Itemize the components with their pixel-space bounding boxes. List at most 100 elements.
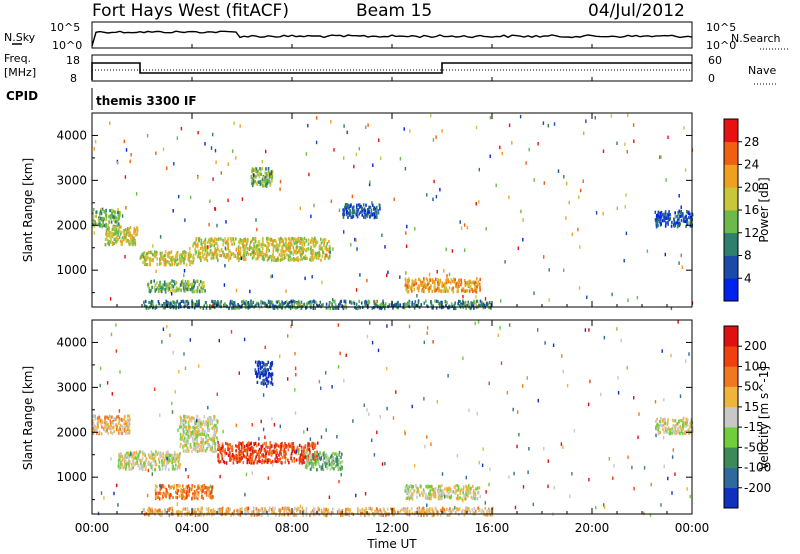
heatmap-cell — [472, 493, 475, 497]
heatmap-cell — [233, 254, 236, 258]
heatmap-cell — [285, 245, 287, 249]
heatmap-cell — [487, 302, 490, 306]
heatmap-cell — [442, 283, 444, 287]
heatmap-cell — [171, 453, 173, 457]
heatmap-cell — [322, 462, 325, 466]
heatmap-cell — [262, 175, 265, 180]
heatmap-cell — [273, 446, 276, 450]
heatmap-cell — [155, 151, 157, 155]
heatmap-cell — [311, 249, 314, 253]
heatmap-cell — [180, 288, 182, 292]
heatmap-cell — [204, 256, 207, 260]
heatmap-cell — [282, 253, 285, 257]
heatmap-cell — [142, 464, 144, 468]
heatmap-cell — [387, 270, 389, 275]
heatmap-cell — [274, 457, 276, 461]
heatmap-cell — [186, 429, 189, 433]
heatmap-cell — [150, 300, 153, 304]
heatmap-cell — [179, 463, 181, 467]
heatmap-cell — [330, 458, 333, 462]
heatmap-cell — [119, 232, 122, 236]
heatmap-cell — [237, 456, 240, 460]
heatmap-cell — [445, 280, 448, 285]
heatmap-cell — [222, 253, 225, 257]
heatmap-cell — [121, 236, 124, 240]
heatmap-cell — [158, 508, 161, 512]
heatmap-cell — [308, 301, 310, 305]
heatmap-cell — [379, 303, 382, 307]
heatmap-cell — [213, 426, 215, 430]
heatmap-cell — [159, 259, 161, 263]
heatmap-cell — [256, 444, 258, 448]
heatmap-cell — [204, 486, 207, 490]
heatmap-cell — [197, 175, 199, 180]
heatmap-cell — [346, 130, 348, 135]
heatmap-cell — [215, 250, 217, 254]
heatmap-cell — [221, 445, 224, 449]
heatmap-cell — [134, 229, 137, 233]
heatmap-cell — [155, 269, 157, 274]
heatmap-cell — [627, 113, 629, 118]
heatmap-cell — [298, 507, 300, 511]
heatmap-cell — [363, 210, 366, 215]
heatmap-cell — [173, 459, 175, 463]
heatmap-cell — [300, 254, 303, 258]
heatmap-cell — [292, 239, 295, 243]
heatmap-cell — [239, 246, 242, 250]
heatmap-cell — [205, 493, 208, 497]
heatmap-cell — [125, 228, 127, 232]
heatmap-cell — [147, 285, 150, 289]
heatmap-cell — [184, 289, 187, 293]
heatmap-cell — [246, 509, 249, 513]
heatmap-cell — [432, 513, 435, 517]
heatmap-cell — [97, 416, 99, 420]
heatmap-cell — [281, 306, 283, 310]
heatmap-cell — [249, 448, 252, 452]
heatmap-cell — [124, 455, 126, 459]
heatmap-cell — [297, 449, 300, 453]
heatmap-cell — [240, 442, 243, 446]
heatmap-cell — [263, 454, 266, 459]
heatmap-cell — [247, 304, 250, 308]
heatmap-cell — [304, 455, 306, 459]
heatmap-cell — [250, 446, 253, 450]
heatmap-cell — [318, 256, 320, 261]
date-label: 04/Jul/2012 — [588, 1, 685, 21]
heatmap-cell — [329, 306, 331, 310]
heatmap-cell — [149, 290, 151, 294]
heatmap-cell — [161, 286, 163, 290]
heatmap-cell — [416, 495, 418, 499]
heatmap-cell — [251, 450, 254, 454]
heatmap-cell — [174, 467, 176, 471]
heatmap-cell — [259, 167, 261, 171]
heatmap-cell — [245, 443, 248, 447]
heatmap-cell — [460, 226, 463, 230]
heatmap-cell — [681, 425, 684, 429]
heatmap-cell — [116, 239, 118, 243]
heatmap-cell — [419, 493, 421, 497]
heatmap-cell — [112, 421, 114, 425]
heatmap-cell — [164, 303, 166, 307]
heatmap-cell — [338, 457, 340, 462]
heatmap-cell — [328, 249, 330, 253]
heatmap-cell — [299, 241, 302, 245]
heatmap-cell — [447, 280, 450, 284]
heatmap-cell — [159, 484, 161, 488]
heatmap-cell — [265, 444, 267, 448]
heatmap-cell — [408, 279, 410, 283]
heatmap-cell — [193, 306, 196, 310]
heatmap-cell — [342, 215, 345, 219]
heatmap-cell — [429, 278, 432, 282]
heatmap-cell — [113, 429, 115, 434]
heatmap-cell — [138, 467, 141, 471]
heatmap-cell — [346, 209, 349, 213]
heatmap-cell — [183, 261, 185, 265]
heatmap-cell — [149, 510, 152, 515]
heatmap-cell — [174, 256, 177, 260]
heatmap-cell — [245, 253, 248, 257]
heatmap-cell — [213, 417, 216, 421]
heatmap-cell — [153, 286, 156, 290]
heatmap-cell — [248, 247, 251, 252]
heatmap-cell — [253, 242, 255, 246]
heatmap-cell — [103, 223, 106, 228]
